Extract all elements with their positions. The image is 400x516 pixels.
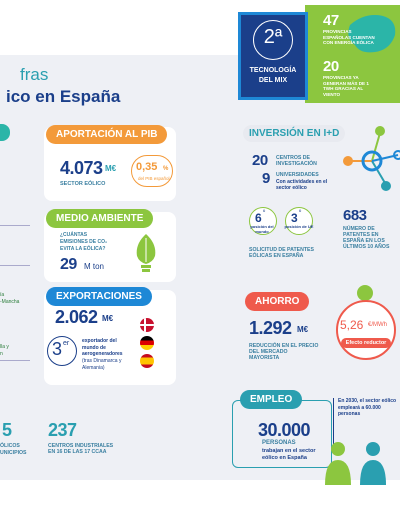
- left-divider-3: [0, 360, 30, 361]
- savings-price-circle: [336, 300, 396, 360]
- badge-ordinal: 2ª: [263, 26, 283, 48]
- pib-pct-sub: del PIB español: [138, 176, 170, 181]
- savings-effect: Efecto reductor: [341, 338, 391, 348]
- germany-flag-icon: [140, 336, 154, 350]
- env-value: 29: [60, 256, 77, 273]
- left-divider-2: [0, 265, 30, 266]
- export-rank-sup: er: [63, 340, 70, 347]
- pib-sub: SECTOR EÓLICO: [60, 181, 106, 187]
- stat-47-text: PROVINCIAS ESPAÑOLAS CUENTAN CON ENERGÍA…: [323, 29, 375, 45]
- savings-desc: REDUCCIÓN EN EL PRECIO DEL MERCADO MAYOR…: [249, 343, 319, 361]
- rd-n2-text: UNIVERSIDADES: [276, 172, 319, 178]
- left-num-a-text-1: ÓLICOS: [0, 443, 20, 449]
- rd-pos-eu-sup: º: [299, 210, 302, 216]
- export-rank-circle: [47, 336, 77, 366]
- employment-future: En 2030, el sector eólico empleará a 60.…: [338, 398, 397, 417]
- stat-20: 20: [323, 58, 339, 75]
- pib-title: APORTACIÓN AL PIB: [46, 125, 168, 144]
- pib-pct-unit: %: [163, 166, 169, 172]
- savings-price-unit: €/MWh: [368, 322, 388, 328]
- denmark-flag-icon: [140, 318, 154, 332]
- rd-pos-world-sup: º: [263, 210, 266, 216]
- left-num-a-text-2: UNICIPIOS: [0, 450, 27, 456]
- rd-n1-text: CENTROS DE INVESTIGACIÓN: [276, 155, 317, 167]
- savings-title: AHORRO: [245, 292, 310, 311]
- employment-desc-2: trabajan en el sector eólico en España: [262, 448, 316, 461]
- rd-n2: 9: [262, 170, 270, 187]
- employment-desc-1: PERSONAS: [262, 440, 296, 446]
- export-title: EXPORTACIONES: [46, 287, 152, 306]
- people-icon: [325, 442, 386, 485]
- left-divider-1: [0, 225, 30, 226]
- left-item2: lla y: [0, 344, 9, 350]
- env-question: ¿CUÁNTAS EMISIONES DE CO₂ EVITA LA EÓLIC…: [60, 232, 108, 252]
- left-item1: ía: [0, 292, 5, 298]
- employment-title: EMPLEO: [240, 390, 303, 409]
- rd-world-circle: [249, 207, 277, 235]
- pib-value: 4.073: [60, 158, 103, 178]
- left-num-b-text: CENTROS INDUSTRIALES EN 16 DE LAS 17 CCA…: [48, 443, 114, 455]
- stat-47: 47: [323, 12, 339, 29]
- export-value: 2.062: [55, 307, 98, 327]
- stat-20-text: PROVINCIAS YA GENERAN MÁS DE 1 TWh GRACI…: [323, 75, 369, 97]
- page-title-line2: ico en España: [6, 87, 121, 106]
- left-pill-fragment: [0, 124, 10, 141]
- left-num-a: 5: [2, 420, 12, 440]
- research-network-icon: [343, 126, 400, 191]
- savings-price: 5,26: [340, 318, 364, 332]
- left-item1b: -Mancha: [0, 299, 20, 305]
- rd-pos-world-text: posición del mundo: [250, 224, 274, 234]
- pib-unit: M€: [105, 164, 117, 173]
- rd-patents-text: NÚMERO DE PATENTES EN ESPAÑA EN LOS ÚLTI…: [343, 226, 390, 250]
- pib-pct: 0,35: [136, 161, 158, 173]
- page-title-line1: fras: [20, 65, 49, 84]
- employment-value: 30.000: [258, 420, 311, 440]
- spain-flag-icon: [140, 354, 154, 368]
- spain-map-shape: [348, 15, 396, 53]
- rd-pos-eu-text: posición de UE: [284, 224, 314, 229]
- left-num-b: 237: [48, 420, 77, 440]
- savings-value: 1.292: [249, 318, 292, 338]
- rd-patents-caption: SOLICITUD DE PATENTES EÓLICAS EN ESPAÑA: [249, 247, 314, 259]
- badge-ordinal-circle: [253, 20, 293, 60]
- badge-label-1: TECNOLOGÍA: [249, 67, 297, 74]
- env-unit: M ton: [84, 262, 105, 271]
- rd-eu-circle: [285, 207, 313, 235]
- export-rank: 3: [52, 339, 63, 359]
- export-desc-2: (tras Dinamarca y Alemania): [82, 358, 122, 371]
- employment-future-line: [333, 398, 334, 446]
- rd-pos-world: 6: [255, 211, 262, 225]
- export-unit: M€: [102, 314, 114, 323]
- rd-pos-eu: 3: [291, 211, 298, 225]
- pib-pct-oval: [131, 155, 173, 187]
- rd-patents: 683: [343, 207, 367, 224]
- rd-title: INVERSIÓN EN I+D: [243, 125, 346, 142]
- savings-unit: M€: [297, 325, 309, 334]
- left-item2b: n: [0, 351, 3, 357]
- badge-label-2: DEL MIX: [258, 77, 288, 84]
- bulb-leaf-icon: [136, 234, 156, 272]
- export-desc-1: exportador del mundo de aerogeneradores: [82, 338, 123, 357]
- rd-n2-sub: Con actividades en el sector eólico: [276, 179, 328, 191]
- rd-n1: 20: [252, 152, 268, 169]
- env-title: MEDIO AMBIENTE: [46, 209, 154, 228]
